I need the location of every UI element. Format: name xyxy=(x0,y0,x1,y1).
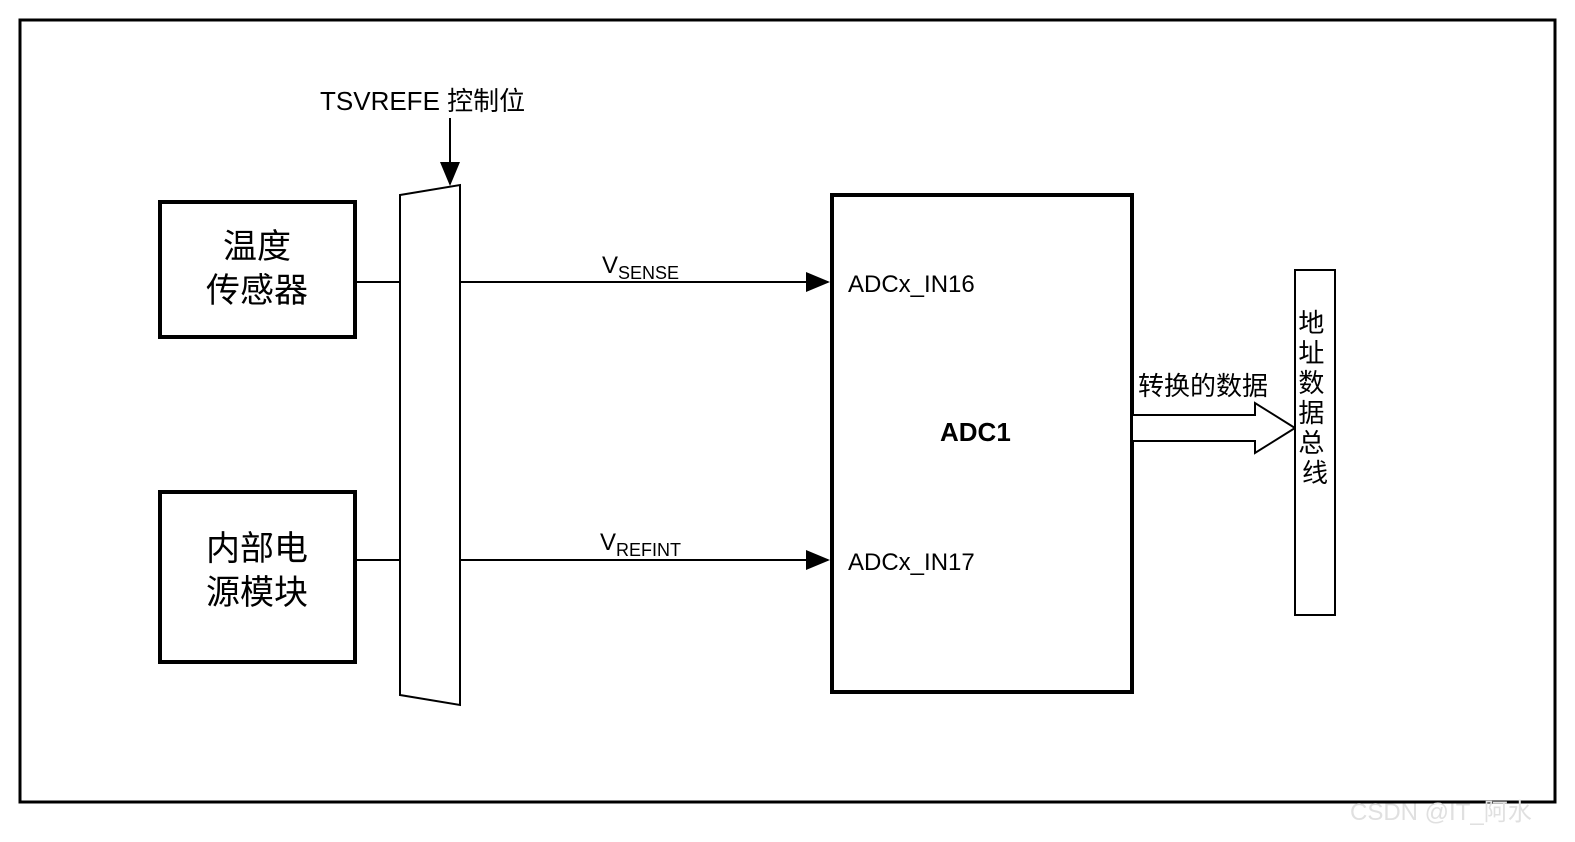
vsense-sub: SENSE xyxy=(618,263,679,283)
bus-char-5: 线 xyxy=(1302,458,1328,488)
bus-char-1: 址 xyxy=(1298,338,1324,368)
bus-char-2: 数 xyxy=(1298,368,1324,398)
temp-sensor-block xyxy=(160,202,355,337)
adc1-in16-label: ADCx_IN16 xyxy=(848,271,975,298)
bus-char-4: 总 xyxy=(1298,428,1324,458)
temp-sensor-label-2: 传感器 xyxy=(206,272,308,310)
bus-char-3: 据 xyxy=(1298,398,1324,428)
adc1-label: ADC1 xyxy=(940,417,1011,447)
temp-sensor-label-1: 温度 xyxy=(223,228,291,266)
watermark: CSDN @IT_阿水 xyxy=(1350,799,1532,826)
bus-char-0: 地 xyxy=(1298,308,1324,338)
bus-label: 地 址 数 据 总 线 xyxy=(1298,308,1331,488)
vrefint-sub: REFINT xyxy=(616,540,681,560)
converted-data-label: 转换的数据 xyxy=(1138,371,1268,401)
control-bit-label: TSVREFE 控制位 xyxy=(320,86,525,116)
power-module-label-2: 源模块 xyxy=(206,574,308,612)
adc1-in17-label: ADCx_IN17 xyxy=(848,549,975,576)
power-module-label-1: 内部电 xyxy=(206,530,308,568)
mux-block xyxy=(400,185,460,705)
vsense-main: V xyxy=(602,252,618,279)
diagram-svg: 温度 传感器 内部电 源模块 TSVREFE 控制位 VSENSE VREFIN… xyxy=(0,0,1575,842)
vrefint-main: V xyxy=(600,529,616,556)
